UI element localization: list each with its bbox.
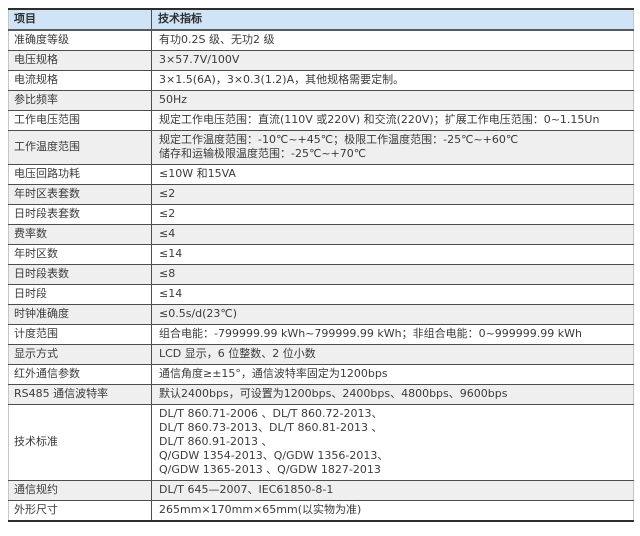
- row-label: 准确度等级: [8, 29, 152, 51]
- row-label: 费率数: [8, 224, 152, 245]
- table-row: 年时区表套数 ≤2: [8, 184, 634, 205]
- row-value: ≤14: [151, 284, 634, 305]
- row-label: 电压规格: [8, 50, 152, 71]
- spec-table-header: 项目 技术指标: [8, 8, 634, 31]
- table-row: 准确度等级 有功0.2S 级、无功2 级: [8, 29, 634, 51]
- table-row: 红外通信参数 通信角度≥±15°，通信波特率固定为1200bps: [8, 364, 634, 385]
- row-value: LCD 显示，6 位整数、2 位小数: [151, 344, 634, 365]
- row-value: DL/T 645—2007、IEC61850-8-1: [151, 480, 634, 501]
- page: 项目 技术指标 准确度等级 有功0.2S 级、无功2 级 电压规格 3×57.7…: [8, 8, 634, 522]
- row-value: ≤2: [151, 184, 634, 205]
- row-value: ≤0.5s/d(23℃): [151, 304, 634, 325]
- row-label: 参比频率: [8, 90, 152, 111]
- row-label: 红外通信参数: [8, 364, 152, 385]
- table-row: 日时段 ≤14: [8, 284, 634, 305]
- row-value: 组合电能：-799999.99 kWh~799999.99 kWh；非组合电能：…: [151, 324, 634, 345]
- spec-table-body: 准确度等级 有功0.2S 级、无功2 级 电压规格 3×57.7V/100V 电…: [8, 29, 634, 522]
- row-value: 规定工作温度范围：-10℃~+45℃；极限工作温度范围：-25℃~+60℃ 储存…: [151, 130, 634, 165]
- row-value: 通信角度≥±15°，通信波特率固定为1200bps: [151, 364, 634, 385]
- table-row: 工作电压范围 规定工作电压范围：直流(110V 或220V) 和交流(220V)…: [8, 110, 634, 131]
- row-label: 日时段: [8, 284, 152, 305]
- header-spec-column: 技术指标: [151, 8, 634, 31]
- table-row: RS485 通信波特率 默认2400bps，可设置为1200bps、2400bp…: [8, 384, 634, 405]
- row-label: 年时区数: [8, 244, 152, 265]
- table-row: 日时段表套数 ≤2: [8, 204, 634, 225]
- row-value: 265mm×170mm×65mm(以实物为准): [151, 500, 634, 522]
- table-row: 电流规格 3×1.5(6A)，3×0.3(1.2)A，其他规格需要定制。: [8, 70, 634, 91]
- row-label: 年时区表套数: [8, 184, 152, 205]
- row-value: ≤4: [151, 224, 634, 245]
- table-row: 显示方式 LCD 显示，6 位整数、2 位小数: [8, 344, 634, 365]
- row-label: 技术标准: [8, 404, 152, 481]
- header-item-column: 项目: [8, 8, 152, 31]
- table-row: 电压规格 3×57.7V/100V: [8, 50, 634, 71]
- row-value: DL/T 860.71-2006 、DL/T 860.72-2013、 DL/T…: [151, 404, 634, 481]
- row-label: 计度范围: [8, 324, 152, 345]
- table-row: 年时区数 ≤14: [8, 244, 634, 265]
- header-row: 项目 技术指标: [8, 8, 634, 31]
- table-row: 时钟准确度 ≤0.5s/d(23℃): [8, 304, 634, 325]
- table-row: 日时段表数 ≤8: [8, 264, 634, 285]
- row-value: 3×1.5(6A)，3×0.3(1.2)A，其他规格需要定制。: [151, 70, 634, 91]
- row-value: ≤2: [151, 204, 634, 225]
- table-row: 外形尺寸 265mm×170mm×65mm(以实物为准): [8, 500, 634, 522]
- row-value: 规定工作电压范围：直流(110V 或220V) 和交流(220V)；扩展工作电压…: [151, 110, 634, 131]
- row-label: 日时段表数: [8, 264, 152, 285]
- row-label: 工作温度范围: [8, 130, 152, 165]
- table-row: 费率数 ≤4: [8, 224, 634, 245]
- row-label: 通信规约: [8, 480, 152, 501]
- row-label: 外形尺寸: [8, 500, 152, 522]
- row-label: 日时段表套数: [8, 204, 152, 225]
- row-value: ≤10W 和15VA: [151, 164, 634, 185]
- row-value: 50Hz: [151, 90, 634, 111]
- row-label: 电压回路功耗: [8, 164, 152, 185]
- table-row: 通信规约 DL/T 645—2007、IEC61850-8-1: [8, 480, 634, 501]
- table-row: 参比频率 50Hz: [8, 90, 634, 111]
- table-row: 计度范围 组合电能：-799999.99 kWh~799999.99 kWh；非…: [8, 324, 634, 345]
- row-value: 默认2400bps，可设置为1200bps、2400bps、4800bps、96…: [151, 384, 634, 405]
- row-label: 电流规格: [8, 70, 152, 91]
- row-value: ≤8: [151, 264, 634, 285]
- table-row: 电压回路功耗 ≤10W 和15VA: [8, 164, 634, 185]
- row-label: 时钟准确度: [8, 304, 152, 325]
- table-row: 工作温度范围 规定工作温度范围：-10℃~+45℃；极限工作温度范围：-25℃~…: [8, 130, 634, 165]
- row-value: ≤14: [151, 244, 634, 265]
- row-value: 3×57.7V/100V: [151, 50, 634, 71]
- row-label: RS485 通信波特率: [8, 384, 152, 405]
- table-row: 技术标准 DL/T 860.71-2006 、DL/T 860.72-2013、…: [8, 404, 634, 481]
- row-value: 有功0.2S 级、无功2 级: [151, 29, 634, 51]
- row-label: 显示方式: [8, 344, 152, 365]
- spec-table: 项目 技术指标 准确度等级 有功0.2S 级、无功2 级 电压规格 3×57.7…: [8, 8, 634, 522]
- row-label: 工作电压范围: [8, 110, 152, 131]
